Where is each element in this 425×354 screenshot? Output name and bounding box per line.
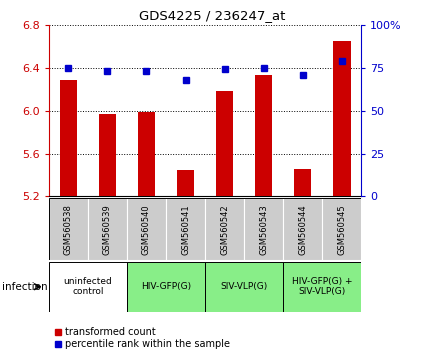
Bar (49, 262, 127, 312)
Bar (127, 262, 205, 312)
Bar (138, 112, 155, 196)
Text: SIV-VLP(G): SIV-VLP(G) (221, 282, 268, 291)
Bar (127, 198, 166, 260)
Text: GSM560543: GSM560543 (259, 204, 268, 255)
Bar (205, 262, 283, 312)
Text: GSM560539: GSM560539 (103, 204, 112, 255)
Bar (283, 262, 361, 312)
Bar (294, 169, 312, 196)
Bar (177, 170, 194, 196)
Bar (60, 80, 77, 196)
Bar (49, 198, 88, 260)
Text: GSM560544: GSM560544 (298, 204, 307, 255)
Text: infection: infection (2, 282, 48, 292)
Bar (166, 198, 205, 260)
Bar (244, 198, 283, 260)
Bar (283, 198, 322, 260)
Text: uninfected
control: uninfected control (64, 277, 112, 296)
Text: GDS4225 / 236247_at: GDS4225 / 236247_at (139, 9, 286, 22)
Text: GSM560541: GSM560541 (181, 204, 190, 255)
Text: GSM560540: GSM560540 (142, 204, 151, 255)
Text: HIV-GFP(G): HIV-GFP(G) (141, 282, 191, 291)
Bar (99, 114, 116, 196)
Bar (205, 198, 244, 260)
Text: GSM560545: GSM560545 (337, 204, 346, 255)
Legend: transformed count, percentile rank within the sample: transformed count, percentile rank withi… (54, 327, 230, 349)
Bar (88, 198, 127, 260)
Bar (333, 41, 351, 196)
Text: GSM560542: GSM560542 (220, 204, 229, 255)
Bar (322, 198, 361, 260)
Bar (216, 91, 233, 196)
Bar (255, 75, 272, 196)
Text: HIV-GFP(G) +
SIV-VLP(G): HIV-GFP(G) + SIV-VLP(G) (292, 277, 352, 296)
Text: GSM560538: GSM560538 (64, 204, 73, 255)
